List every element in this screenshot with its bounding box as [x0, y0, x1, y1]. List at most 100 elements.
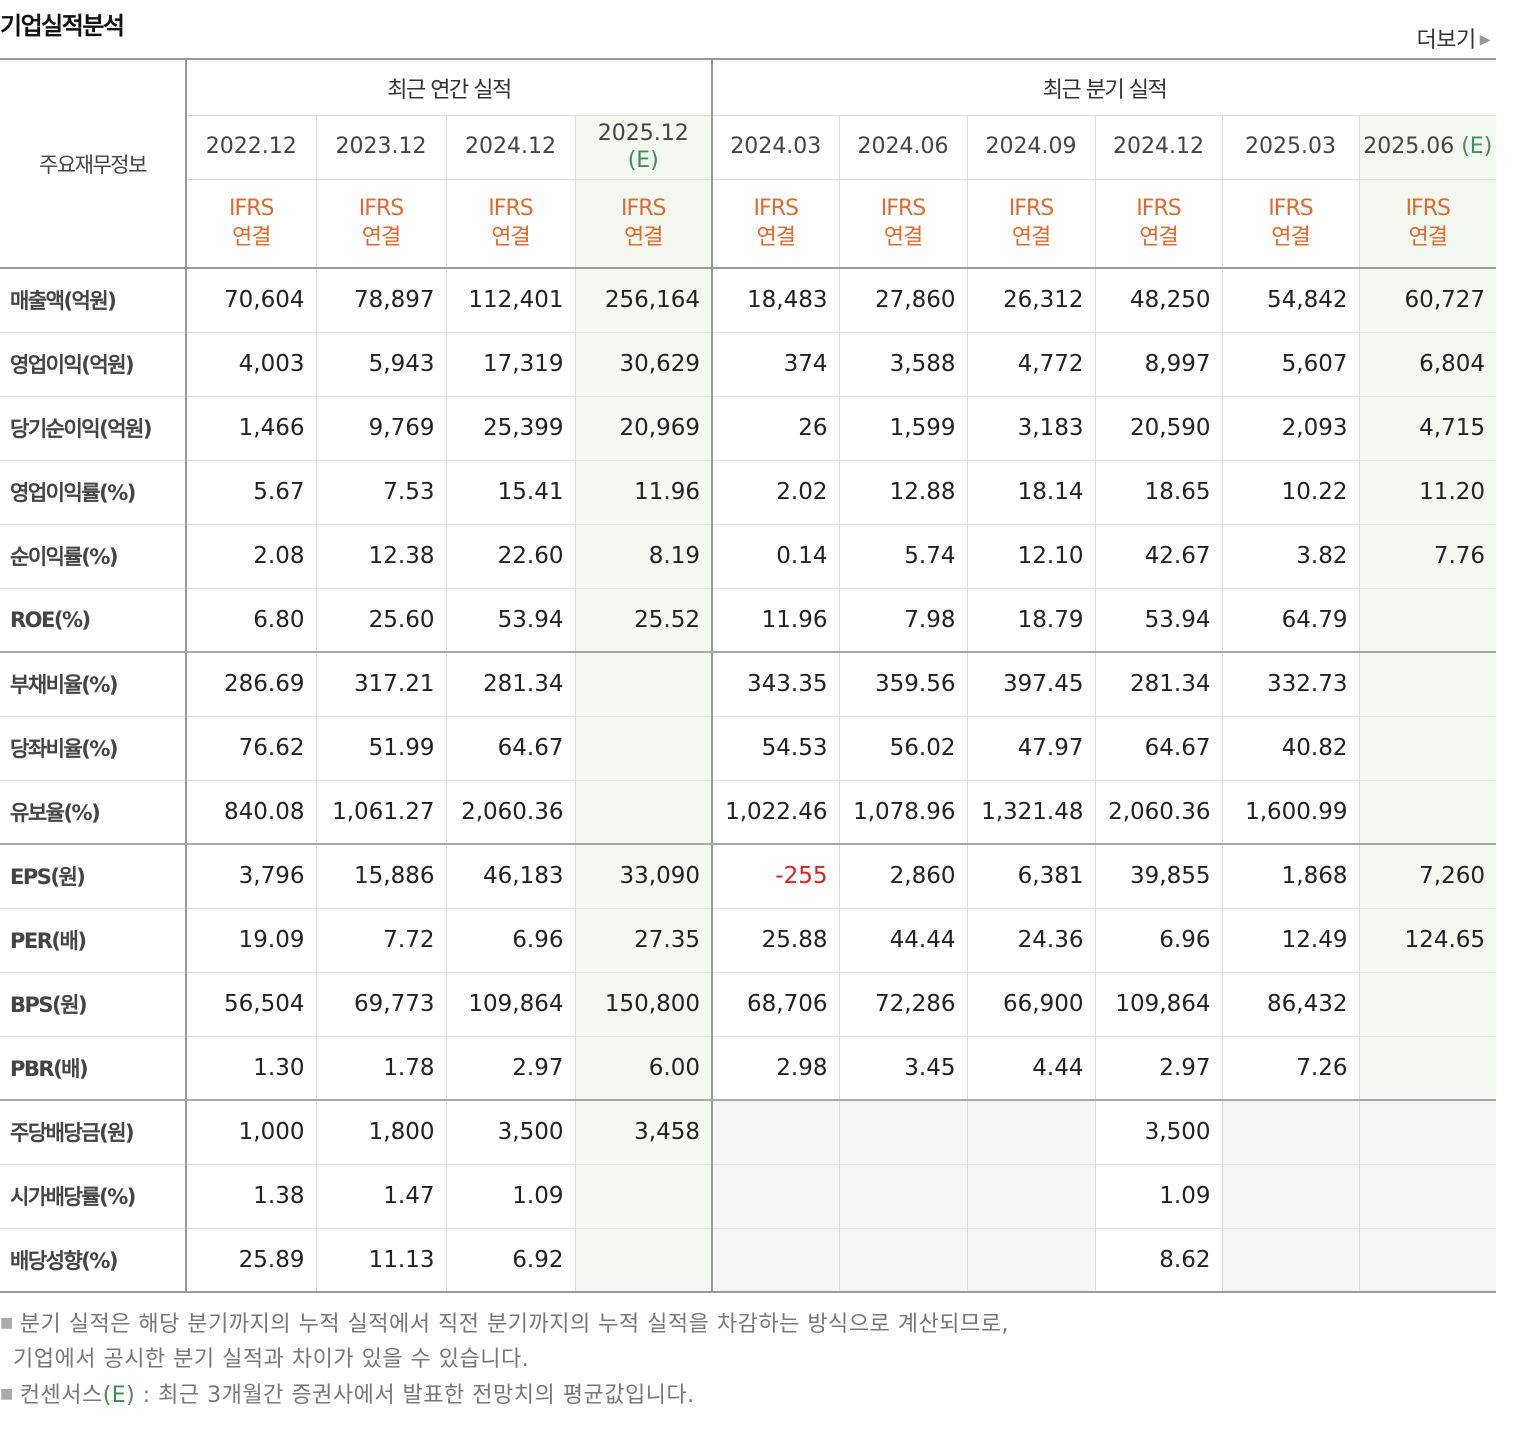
period-label: 2024.12 [465, 134, 556, 160]
period-header: 2024.12 [1094, 115, 1222, 180]
footnote-2: ■ 컨센서스(E) : 최근 3개월간 증권사에서 발표한 전망치의 평균값입니다… [0, 1383, 695, 1408]
table-cell: 1,000 [185, 1100, 316, 1165]
period-label: 2022.12 [205, 134, 297, 160]
financial-table: 주요재무정보 최근 연간 실적 최근 분기 실적 2022.12 2023.12 2… [0, 58, 1497, 1293]
table-cell [1358, 780, 1497, 845]
quarter-group-header: 최근 분기 실적 [710, 59, 1497, 116]
table-row: 당좌비율(%) 76.62 51.99 64.67 54.53 56.02 47.97 64.… [0, 716, 1497, 781]
table-cell [966, 1164, 1095, 1229]
row-label: 당좌비율(%) [0, 716, 186, 781]
table-cell: 1,078.96 [838, 780, 967, 845]
table-cell: 2,860 [838, 844, 967, 909]
table-cell: 5,607 [1221, 332, 1359, 397]
period-header: 2024.12 [445, 115, 575, 180]
table-cell: 42.67 [1094, 524, 1222, 589]
more-link[interactable]: 더보기 ▶ [1416, 22, 1490, 54]
table-row: 순이익률(%) 2.08 12.38 22.60 8.19 0.14 5.74 12.10 42… [0, 524, 1497, 589]
table-cell [1221, 1100, 1359, 1165]
table-cell [838, 1164, 967, 1229]
table-cell: 51.99 [315, 716, 446, 781]
table-cell: 10.22 [1221, 460, 1359, 525]
table-cell: 2,060.36 [1094, 780, 1222, 845]
table-cell: 1.47 [315, 1164, 446, 1229]
table-cell: 112,401 [445, 268, 575, 333]
ifrs-label: IFRS 연결 [1094, 179, 1222, 269]
period-label: 2023.12 [335, 134, 427, 160]
table-cell: 109,864 [445, 972, 575, 1037]
table-cell: 20,590 [1094, 396, 1222, 461]
table-cell: 11.20 [1358, 460, 1497, 525]
period-header: 2022.12 [185, 115, 316, 180]
corner-label: 주요재무정보 [0, 59, 186, 269]
period-label: 2024.12 [1113, 134, 1204, 160]
table-cell: 86,432 [1221, 972, 1359, 1037]
estimate-tag: (E) [102, 1383, 136, 1408]
ifrs-label: IFRS 연결 [838, 179, 967, 269]
period-header: 2025.03 [1221, 115, 1359, 180]
table-cell: 53.94 [445, 588, 575, 653]
table-cell: 2.02 [711, 460, 839, 525]
table-cell: 286.69 [185, 652, 316, 717]
table-cell: 359.56 [838, 652, 967, 717]
row-label: 부채비율(%) [0, 652, 186, 717]
ifrs-label: IFRS 연결 [574, 179, 712, 269]
table-cell [1221, 1228, 1359, 1292]
table-cell: 5.74 [838, 524, 967, 589]
period-label: 2025.03 [1245, 134, 1336, 160]
table-cell: 840.08 [185, 780, 316, 845]
row-label: EPS(원) [0, 844, 186, 909]
table-cell: 1,868 [1221, 844, 1359, 909]
table-cell: 15,886 [315, 844, 446, 909]
table-cell: 1,022.46 [711, 780, 839, 845]
table-cell: 78,897 [315, 268, 446, 333]
table-cell: 3.45 [838, 1036, 967, 1101]
table-cell: 18.14 [966, 460, 1095, 525]
table-cell [711, 1164, 839, 1229]
table-cell [1358, 588, 1497, 653]
table-row: EPS(원) 3,796 15,886 46,183 33,090 -255 2,860 6,… [0, 844, 1497, 909]
table-cell: 44.44 [838, 908, 967, 973]
table-cell: 12.49 [1221, 908, 1359, 973]
row-label: 영업이익(억원) [0, 332, 186, 397]
period-header: 2025.06 (E) [1358, 115, 1497, 180]
table-cell [966, 1100, 1095, 1165]
table-cell: 4,772 [966, 332, 1095, 397]
period-label: 2025.06 [1363, 134, 1455, 160]
table-cell: 6,804 [1358, 332, 1497, 397]
table-row: PER(배) 19.09 7.72 6.96 27.35 25.88 44.44 24.36 6… [0, 908, 1497, 973]
table-row: 부채비율(%) 286.69 317.21 281.34 343.35 359.56 397… [0, 652, 1497, 717]
table-cell: 7.76 [1358, 524, 1497, 589]
table-cell: 3.82 [1221, 524, 1359, 589]
table-row: 배당성향(%) 25.89 11.13 6.92 8.62 [0, 1228, 1497, 1292]
table-cell: 2,093 [1221, 396, 1359, 461]
ifrs-label: IFRS 연결 [185, 179, 316, 269]
table-cell: 54.53 [711, 716, 839, 781]
table-cell [574, 780, 712, 845]
table-cell: 109,864 [1094, 972, 1222, 1037]
table-cell: 374 [711, 332, 839, 397]
table-cell: 18.65 [1094, 460, 1222, 525]
row-label: BPS(원) [0, 972, 186, 1037]
row-label: PBR(배) [0, 1036, 186, 1101]
table-cell: 1.30 [185, 1036, 316, 1101]
table-cell: 76.62 [185, 716, 316, 781]
table-cell: 46,183 [445, 844, 575, 909]
table-cell [1358, 1036, 1497, 1101]
table-cell: 397.45 [966, 652, 1095, 717]
table-cell: 64.67 [1094, 716, 1222, 781]
table-cell: 317.21 [315, 652, 446, 717]
table-cell: 68,706 [711, 972, 839, 1037]
row-label: 영업이익률(%) [0, 460, 186, 525]
table-cell: 19.09 [185, 908, 316, 973]
table-cell [711, 1100, 839, 1165]
bullet-icon: ■ [0, 1386, 14, 1402]
table-cell: 2,060.36 [445, 780, 575, 845]
table-cell: 3,183 [966, 396, 1095, 461]
table-cell: 1.38 [185, 1164, 316, 1229]
ifrs-label: IFRS 연결 [711, 179, 839, 269]
table-cell: 64.67 [445, 716, 575, 781]
table-cell: 2.97 [1094, 1036, 1222, 1101]
table-cell: 2.98 [711, 1036, 839, 1101]
table-cell: 26,312 [966, 268, 1095, 333]
table-row: BPS(원) 56,504 69,773 109,864 150,800 68,706 72… [0, 972, 1497, 1037]
